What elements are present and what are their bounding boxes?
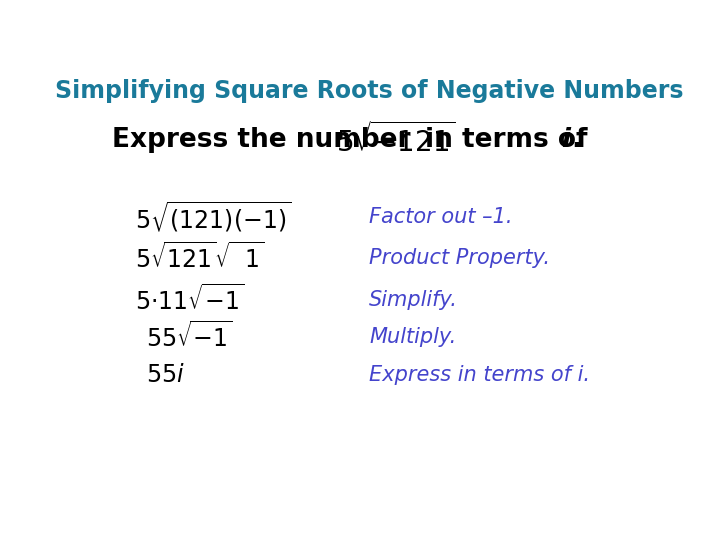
Text: $5\sqrt{121}\sqrt{\;\;1}$: $5\sqrt{121}\sqrt{\;\;1}$ [135, 243, 264, 273]
Text: $55\sqrt{-1}$: $55\sqrt{-1}$ [145, 322, 233, 353]
Text: Product Property.: Product Property. [369, 248, 550, 268]
Text: Factor out –1.: Factor out –1. [369, 207, 513, 227]
Text: Multiply.: Multiply. [369, 327, 456, 347]
Text: Express in terms of i.: Express in terms of i. [369, 364, 590, 384]
Text: i: i [562, 127, 570, 153]
Text: $5\sqrt{-121}$: $5\sqrt{-121}$ [336, 122, 455, 158]
Text: Simplify.: Simplify. [369, 290, 458, 310]
Text: Simplifying Square Roots of Negative Numbers: Simplifying Square Roots of Negative Num… [55, 79, 683, 103]
Text: $5{\cdot}11\sqrt{-1}$: $5{\cdot}11\sqrt{-1}$ [135, 285, 243, 315]
Text: $5\sqrt{(121)(-1)}$: $5\sqrt{(121)(-1)}$ [135, 199, 291, 234]
Text: Express the number: Express the number [112, 127, 411, 153]
Text: in terms of: in terms of [425, 127, 596, 153]
Text: $55i$: $55i$ [145, 362, 184, 387]
Text: .: . [571, 127, 581, 153]
